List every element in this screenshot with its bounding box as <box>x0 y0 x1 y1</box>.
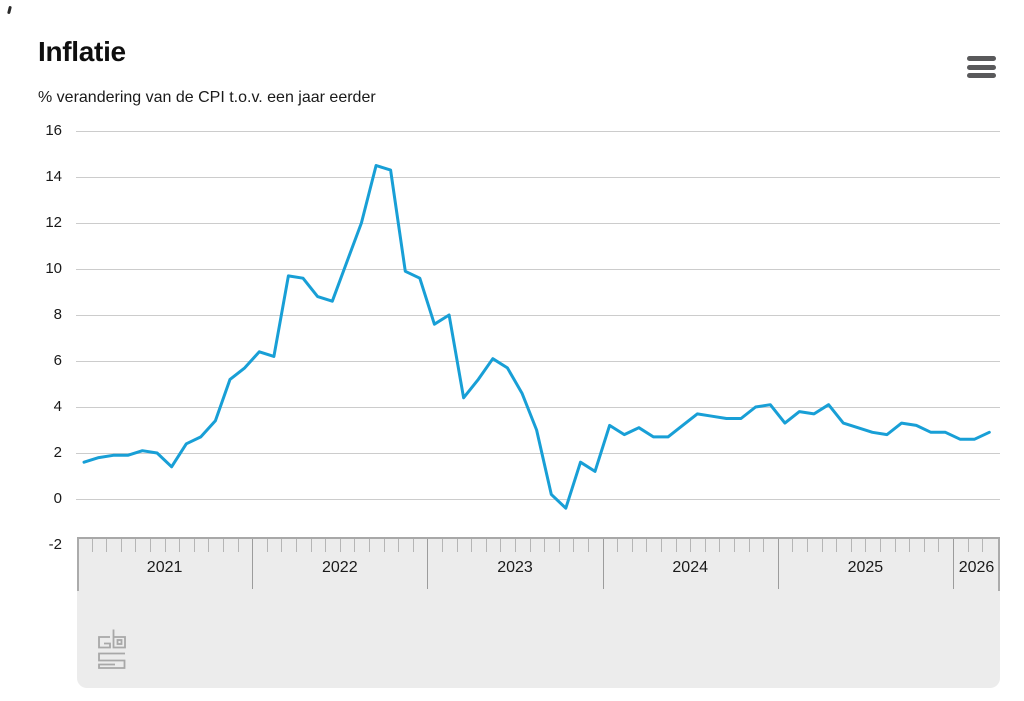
x-axis-band: 2021 2022 2023 2024 2025 2026 <box>77 537 1000 688</box>
x-axis-year-label: 2025 <box>847 559 884 576</box>
month-tick <box>164 539 166 552</box>
y-axis-label: -2 <box>48 536 62 553</box>
month-tick <box>383 539 385 552</box>
month-tick <box>807 539 808 552</box>
y-axis-label: 8 <box>53 306 62 323</box>
month-tick <box>91 539 93 552</box>
month-tick <box>675 539 677 552</box>
month-tick <box>865 539 867 552</box>
month-tick <box>398 539 400 552</box>
month-tick <box>923 539 925 552</box>
month-tick <box>529 539 531 552</box>
month-tick <box>296 539 297 552</box>
month-tick <box>325 539 327 552</box>
month-tick <box>500 539 502 552</box>
month-tick <box>836 539 838 552</box>
month-tick <box>748 539 750 552</box>
month-tick <box>617 539 619 552</box>
y-axis-label: 16 <box>45 122 62 139</box>
month-tick <box>573 539 575 552</box>
gridline <box>76 177 1000 178</box>
month-tick <box>193 539 195 552</box>
month-tick <box>792 539 794 552</box>
edge-tick <box>77 539 79 591</box>
month-tick <box>982 539 984 552</box>
x-axis-year-label: 2026 <box>958 559 995 576</box>
y-axis-label: 6 <box>53 352 62 369</box>
month-tick <box>763 539 765 552</box>
hamburger-menu-icon <box>967 56 997 78</box>
month-tick <box>661 539 662 552</box>
month-tick <box>150 539 151 552</box>
chart-subtitle: % verandering van de CPI t.o.v. een jaar… <box>38 89 376 106</box>
month-tick <box>909 539 911 552</box>
month-tick <box>880 539 881 552</box>
month-tick <box>588 539 589 552</box>
month-tick <box>106 539 108 552</box>
y-axis-label: 2 <box>53 444 62 461</box>
month-tick <box>223 539 224 552</box>
chart-menu-button[interactable] <box>962 50 1002 84</box>
month-tick <box>734 539 735 552</box>
x-axis-year-label: 2023 <box>497 559 533 576</box>
gridline <box>76 223 1000 224</box>
y-axis-label: 0 <box>53 490 62 507</box>
y-axis-label: 4 <box>53 398 62 415</box>
y-axis-label: 10 <box>45 260 62 277</box>
gridline <box>76 315 1000 316</box>
x-axis-year-label: 2022 <box>322 559 358 576</box>
month-tick <box>646 539 648 552</box>
y-axis-label: 14 <box>45 168 62 185</box>
month-tick <box>967 539 969 552</box>
month-tick <box>938 539 940 552</box>
month-tick <box>120 539 122 552</box>
gridline <box>76 499 1000 500</box>
month-tick <box>442 539 443 552</box>
month-tick <box>310 539 312 552</box>
month-tick <box>894 539 896 552</box>
month-tick <box>179 539 181 552</box>
month-tick <box>135 539 137 552</box>
month-tick <box>471 539 473 552</box>
month-tick <box>412 539 414 552</box>
edge-tick <box>998 539 1000 591</box>
month-tick <box>544 539 546 552</box>
month-tick <box>631 539 633 552</box>
month-tick <box>456 539 458 552</box>
gridline <box>76 361 1000 362</box>
gridline <box>76 453 1000 454</box>
cbs-logo <box>98 629 126 669</box>
month-tick <box>821 539 823 552</box>
month-tick <box>266 539 268 552</box>
month-tick <box>690 539 692 552</box>
chart-title: Inflatie <box>38 36 126 67</box>
year-tick <box>427 539 429 589</box>
gridline <box>76 407 1000 408</box>
month-tick <box>237 539 239 552</box>
month-tick <box>339 539 341 552</box>
inflation-line-series[interactable] <box>82 164 991 510</box>
year-tick <box>777 539 779 589</box>
x-axis-year-label: 2021 <box>146 559 183 576</box>
month-tick <box>369 539 370 552</box>
year-tick <box>252 539 254 589</box>
month-tick <box>850 539 852 552</box>
y-axis-label: 12 <box>45 214 62 231</box>
gridline <box>76 131 1000 132</box>
gridline <box>76 269 1000 270</box>
month-tick <box>719 539 721 552</box>
month-tick <box>558 539 560 552</box>
month-tick <box>515 539 516 552</box>
month-tick <box>281 539 283 552</box>
year-tick <box>602 539 604 589</box>
month-tick <box>704 539 706 552</box>
month-tick <box>354 539 356 552</box>
year-tick <box>953 539 954 589</box>
month-tick <box>208 539 210 552</box>
x-axis-year-label: 2024 <box>672 559 708 576</box>
month-tick <box>485 539 487 552</box>
